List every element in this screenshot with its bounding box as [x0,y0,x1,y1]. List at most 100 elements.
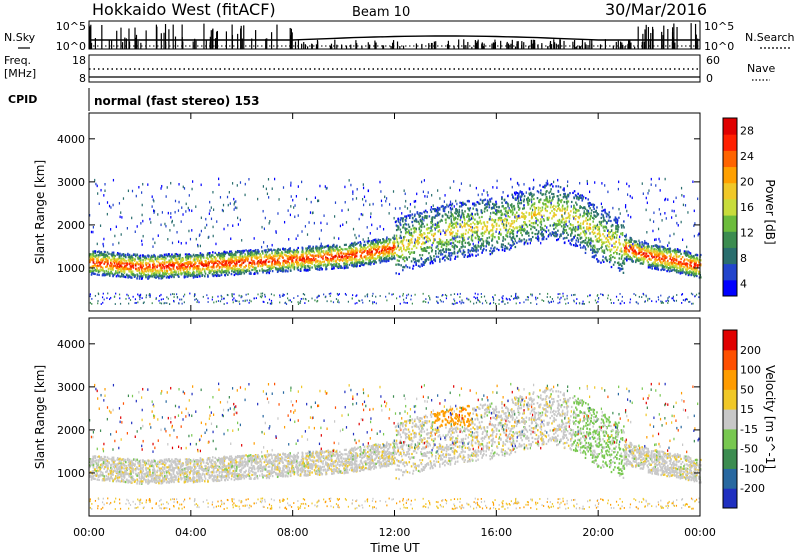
power-cell [353,243,355,245]
power-cell [391,247,393,249]
power-cell [622,260,624,262]
power-cell [384,260,386,262]
power-cell [324,254,326,256]
power-cell [641,241,643,243]
power-cell [284,260,286,262]
power-cell [509,235,511,237]
power-cell [439,229,441,231]
power-cell [422,234,424,236]
power-cell [522,213,524,215]
power-cell [284,266,286,268]
power-cell [534,209,536,211]
power-cell [110,253,112,255]
power-cell [498,219,500,221]
power-cell [645,246,647,248]
power-cell [421,258,423,260]
power-cell [473,249,475,251]
power-cell [139,272,141,274]
power-cell [586,217,588,219]
power-cell [578,209,580,211]
power-cell [200,254,202,256]
power-cell [339,249,341,251]
power-cell [537,197,539,199]
power-cell [558,199,560,201]
power-cell [548,217,550,219]
power-cell [618,257,620,259]
power-cell [568,200,570,202]
power-cell [500,228,502,230]
power-cell [331,255,333,257]
power-cell [145,262,147,264]
power-cell [425,248,427,250]
power-cell [298,264,300,266]
power-cell [183,267,185,269]
power-cell [217,264,219,266]
power-cell [322,255,324,257]
power-cell [593,204,595,206]
power-cell [519,202,521,204]
power-cell [646,255,648,257]
power-cell [222,258,224,260]
power-cell [455,213,457,215]
power-cell [438,256,440,258]
power-cell [459,240,461,242]
power-cell [158,261,160,263]
power-cell [565,230,567,232]
power-cell [350,251,352,253]
power-cell [212,269,214,271]
power-cell [190,263,192,265]
power-cell [626,247,628,249]
power-cell [659,264,661,266]
power-cell [204,270,206,272]
power-cell [282,256,284,258]
power-cell [199,268,201,270]
power-cell [661,258,663,260]
power-cell [557,195,559,197]
power-cell [199,260,201,262]
power-cell [510,225,512,227]
power-cell [589,227,591,229]
power-cell [150,258,152,260]
power-cell [522,208,524,210]
power-cell [429,238,431,240]
power-cell [580,223,582,225]
power-cell [455,224,457,226]
power-cell [621,224,623,226]
power-cell [320,267,322,269]
power-cell [560,186,562,188]
power-cell [528,238,530,240]
power-cell [131,255,133,257]
power-cell [596,225,598,227]
power-cell [477,222,479,224]
power-cell [234,274,236,276]
power-cell [140,254,142,256]
power-cell [190,257,192,259]
power-cell [270,257,272,259]
power-cell [368,263,370,265]
power-cell [668,250,670,252]
power-cell [475,232,477,234]
power-cell [601,239,603,241]
power-cell [687,259,689,261]
power-cell [130,268,132,270]
power-cell [574,228,576,230]
power-cell [657,262,659,264]
power-cell [166,276,168,278]
power-cell [332,264,334,266]
power-cell [393,240,395,242]
power-cell [561,225,563,227]
power-cell [478,238,480,240]
power-cell [90,255,92,257]
power-cell [631,259,633,261]
power-cell [425,259,427,261]
power-cell [485,206,487,208]
power-cell [335,259,337,261]
power-cell [569,192,571,194]
power-cell [448,241,450,243]
noise-left-tick-top: 10^5 [56,20,86,33]
power-cell [322,258,324,260]
power-cell [244,266,246,268]
noise-right-tick-bottom: 10^0 [704,40,734,53]
power-cell [583,220,585,222]
power-cell [339,266,341,268]
